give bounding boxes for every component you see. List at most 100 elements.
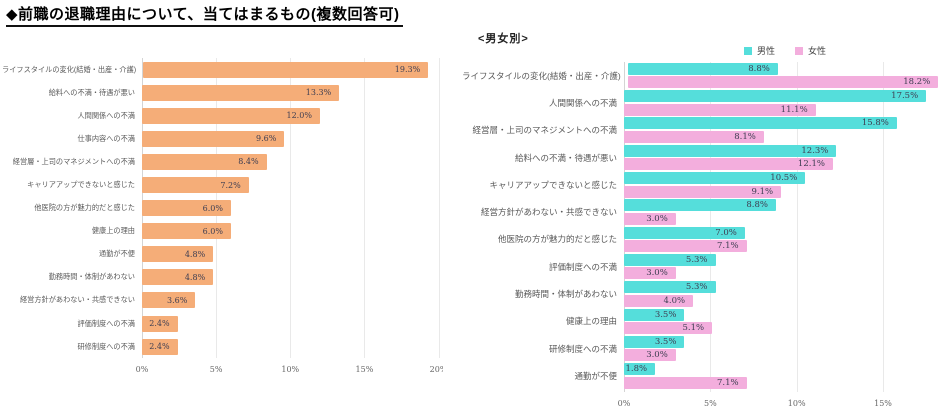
category-label: 通勤が不便 (462, 370, 624, 382)
category-label: 研修制度への不満 (2, 342, 142, 352)
category-label: 勤務時間・体制があわない (462, 288, 624, 300)
legend: 男性 女性 (744, 44, 826, 57)
male-legend-swatch (744, 46, 752, 55)
category-label: 評価制度への不満 (462, 261, 624, 273)
category-label-text: 評価制度への不満 (548, 261, 617, 272)
male-bar: 5.3% (624, 281, 716, 294)
x-axis: 0% 5% 10% 15% (618, 394, 940, 408)
category-row: 健康上の理由 3.5% 5.1% (462, 308, 940, 335)
x-axis: 0% 5% 10% 15% 20% (136, 360, 443, 374)
category-row: 経営方針があわない・共感できない 8.8% 3.0% (462, 198, 940, 225)
category-row: キャリアアップできないと感じた 7.2% (2, 173, 443, 196)
bars-cell: 7.2% (142, 173, 443, 196)
gender-chart-section: <男女別> 男性 女性 ライフスタイルの変化(結婚・出産・介護) 8.8% 18.2%… (462, 28, 940, 414)
female-bar: 3.0% (624, 212, 676, 225)
category-label-text: 経営層・上司のマネジメントへの不満 (12, 156, 135, 166)
bars-cell: 15.8% 8.1% (624, 117, 940, 144)
bars-cell: 1.8% 7.1% (624, 362, 940, 389)
legend-item-male: 男性 (744, 44, 775, 57)
chart-rows: ライフスタイルの変化(結婚・出産・介護) 8.8% 18.2% 人間関係への不満 17.… (462, 62, 940, 392)
bar-value-label: 15.8% (861, 118, 889, 129)
bar-value-label: 3.0% (646, 268, 668, 279)
category-label: 人間関係への不満 (2, 111, 142, 121)
bars-cell: 8.8% 18.2% (627, 62, 940, 89)
bar-value-label: 8.4% (238, 157, 259, 167)
category-row: 勤務時間・体制があわない 5.3% 4.0% (462, 280, 940, 307)
category-label-text: 研修制度への不満 (77, 341, 135, 351)
all-bar: 4.8% (142, 246, 214, 263)
male-bar: 15.8% (624, 117, 897, 130)
bar-value-label: 12.3% (801, 145, 829, 156)
bar-value-label: 18.2% (903, 77, 931, 88)
chart-by-gender: ライフスタイルの変化(結婚・出産・介護) 8.8% 18.2% 人間関係への不満 17.… (462, 62, 940, 408)
bar-value-label: 3.5% (654, 309, 677, 320)
axis-tick-label: 20% (429, 365, 443, 374)
category-row: 経営層・上司のマネジメントへの不満 15.8% 8.1% (462, 117, 940, 144)
bars-cell: 3.5% 5.1% (624, 308, 940, 335)
gridline (883, 62, 885, 392)
bar-value-label: 17.5% (891, 91, 919, 102)
category-row: 経営方針があわない・共感できない 3.6% (2, 289, 443, 312)
female-bar: 11.1% (624, 103, 816, 116)
category-row: ライフスタイルの変化(結婚・出産・介護) 19.3% (2, 58, 443, 81)
all-bar: 2.4% (142, 338, 178, 355)
category-label-text: 給料への不満・待遇が悪い (48, 87, 135, 97)
category-row: 研修制度への不満 3.5% 3.0% (462, 335, 940, 362)
category-label: ライフスタイルの変化(結婚・出産・介護) (462, 70, 628, 82)
chart-rows: ライフスタイルの変化(結婚・出産・介護) 19.3% 給料への不満・待遇が悪い 13.… (2, 58, 443, 358)
male-bar: 3.5% (624, 335, 685, 348)
category-label: 他医院の方が魅力的だと感じた (462, 233, 624, 245)
bar-value-label: 3.6% (167, 295, 188, 305)
bar-value-label: 5.3% (685, 254, 708, 265)
bar-value-label: 10.5% (770, 173, 798, 184)
male-bar: 1.8% (624, 363, 656, 376)
gender-chart-subtitle: <男女別> (478, 33, 529, 45)
all-bar: 9.6% (142, 130, 285, 147)
legend-item-female: 女性 (795, 44, 826, 57)
category-label: 人間関係への不満 (462, 97, 624, 109)
category-label: 研修制度への不満 (462, 343, 624, 355)
female-legend-swatch (795, 46, 804, 55)
male-bar: 7.0% (624, 226, 745, 239)
axis-tick-label: 0% (617, 399, 631, 408)
category-row: 他医院の方が魅力的だと感じた 6.0% (2, 197, 443, 220)
bars-cell: 5.3% 4.0% (624, 280, 940, 307)
bars-cell: 3.6% (142, 289, 443, 312)
category-label: 健康上の理由 (2, 226, 142, 236)
category-row: キャリアアップできないと感じた 10.5% 9.1% (462, 171, 940, 198)
category-label-text: 経営方針があわない・共感できない (480, 207, 617, 218)
bars-cell: 4.8% (142, 266, 443, 289)
category-label-text: ライフスタイルの変化(結婚・出産・介護) (462, 70, 621, 81)
all-bar: 6.0% (142, 200, 231, 217)
category-label-text: 仕事内容への不満 (77, 133, 135, 143)
category-row: ライフスタイルの変化(結婚・出産・介護) 8.8% 18.2% (462, 62, 940, 89)
female-bar: 8.1% (624, 130, 764, 143)
bars-cell: 12.3% 12.1% (624, 144, 940, 171)
all-bar: 7.2% (142, 177, 249, 194)
bar-value-label: 7.0% (715, 227, 737, 238)
bars-cell: 5.3% 3.0% (624, 253, 940, 280)
bar-value-label: 3.5% (654, 336, 677, 347)
category-label: 経営層・上司のマネジメントへの不満 (2, 157, 142, 167)
category-label-text: 他医院の方が魅力的だと感じた (34, 203, 135, 213)
category-row: 研修制度への不満 2.4% (2, 335, 443, 358)
female-bar: 7.1% (624, 376, 747, 389)
category-row: 経営層・上司のマネジメントへの不満 8.4% (2, 150, 443, 173)
category-row: 給料への不満・待遇が悪い 12.3% 12.1% (462, 144, 940, 171)
category-label-text: 健康上の理由 (91, 226, 135, 236)
bar-value-label: 5.1% (682, 323, 705, 334)
bar-value-label: 5.3% (685, 282, 708, 293)
category-row: 給料への不満・待遇が悪い 13.3% (2, 81, 443, 104)
category-label-text: 通勤が不便 (574, 370, 617, 381)
bars-cell: 17.5% 11.1% (624, 89, 940, 116)
bars-cell: 13.3% (142, 81, 443, 104)
bars-cell: 2.4% (142, 335, 443, 358)
bar-value-label: 2.4% (149, 319, 170, 329)
male-bar: 3.5% (624, 308, 685, 321)
category-row: 人間関係への不満 17.5% 11.1% (462, 89, 940, 116)
all-bar: 6.0% (142, 223, 231, 240)
category-label: 通勤が不便 (2, 249, 142, 259)
male-bar: 17.5% (624, 90, 927, 103)
all-bar: 2.4% (142, 315, 178, 332)
bar-value-label: 6.0% (202, 226, 223, 236)
